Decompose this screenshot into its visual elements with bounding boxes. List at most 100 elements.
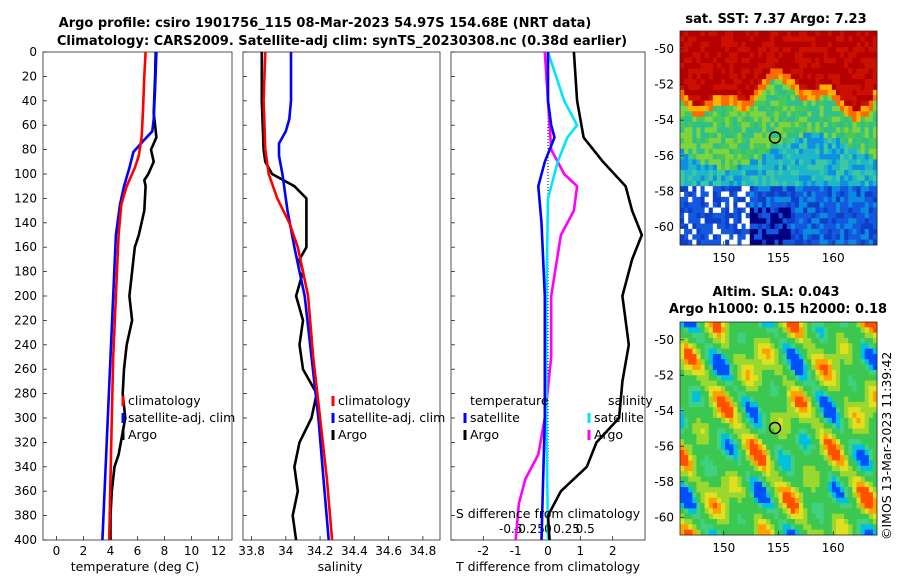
map-cell xyxy=(729,180,734,187)
map-cell xyxy=(741,180,747,187)
map-cell xyxy=(868,68,874,75)
map-cell xyxy=(799,401,804,408)
map-cell xyxy=(749,79,755,85)
map-cell xyxy=(745,116,751,123)
map-cell xyxy=(762,52,767,59)
map-cell xyxy=(831,148,837,155)
map-cell xyxy=(729,68,734,75)
map-cell xyxy=(762,423,767,429)
map-cell xyxy=(799,143,804,150)
map-cell xyxy=(840,127,845,134)
map-cell xyxy=(807,111,812,117)
map-cell xyxy=(737,385,742,392)
map-cell xyxy=(696,455,701,461)
map-cell xyxy=(757,380,763,387)
map-cell xyxy=(844,322,849,328)
map-cell xyxy=(807,105,812,112)
map-cell xyxy=(856,63,861,69)
map-cell xyxy=(864,348,870,355)
map-cell xyxy=(782,159,788,166)
map-cell xyxy=(856,492,861,499)
map-cell xyxy=(716,449,722,456)
map-cell xyxy=(721,79,726,85)
map-cell xyxy=(864,84,870,91)
map-cell xyxy=(712,175,718,182)
map-cell xyxy=(790,380,796,387)
map-cell xyxy=(696,513,701,520)
map-cell xyxy=(692,465,697,472)
map-cell xyxy=(819,223,825,230)
map-cell xyxy=(803,503,808,509)
map-cell xyxy=(794,170,800,176)
map-cell xyxy=(688,100,693,107)
map-cell xyxy=(831,196,837,203)
map-cell xyxy=(844,497,849,504)
map-cell xyxy=(831,116,837,123)
map-cell xyxy=(716,407,722,413)
map-cell xyxy=(741,127,747,134)
map-cell xyxy=(864,396,870,403)
map-cell xyxy=(733,138,738,144)
map-cell xyxy=(852,89,857,96)
map-cell xyxy=(680,348,685,355)
map-cell xyxy=(852,121,857,128)
map-cell xyxy=(872,239,878,246)
map-cell xyxy=(688,460,693,467)
map-cell xyxy=(860,84,866,91)
map-cell xyxy=(844,524,849,531)
map-cell xyxy=(762,154,767,160)
map-cell xyxy=(831,89,837,96)
map-cell xyxy=(745,180,751,187)
map-cell xyxy=(737,460,742,467)
map-cell xyxy=(688,212,693,219)
map-cell xyxy=(799,375,804,381)
map-cell xyxy=(856,127,861,134)
map-cell xyxy=(807,449,812,456)
map-cell xyxy=(762,212,767,219)
map-cell xyxy=(794,455,800,461)
map-cell xyxy=(778,239,783,246)
map-cell xyxy=(745,519,751,525)
map-cell xyxy=(741,47,747,53)
map-cell xyxy=(729,455,734,461)
map-cell xyxy=(799,449,804,456)
map-cell xyxy=(790,343,796,350)
map-cell xyxy=(753,41,759,48)
map-cell xyxy=(852,84,857,91)
map-cell xyxy=(684,105,689,112)
map-cell xyxy=(786,433,792,440)
map-cell xyxy=(794,95,800,101)
map-cell xyxy=(786,471,792,477)
map-cell xyxy=(811,433,816,440)
map-cell xyxy=(819,196,825,203)
map-cell xyxy=(844,407,849,413)
map-cell xyxy=(782,186,788,192)
map-cell xyxy=(745,36,751,43)
map-cell xyxy=(766,79,771,85)
map-cell xyxy=(774,31,779,37)
map-cell xyxy=(741,143,747,150)
map-cell xyxy=(872,170,878,176)
map-cell xyxy=(766,180,771,187)
map-cell xyxy=(684,487,689,493)
map-cell xyxy=(692,68,697,75)
map-cell xyxy=(700,116,706,123)
map-cell xyxy=(819,63,825,69)
map-cell xyxy=(868,476,874,483)
map-cell xyxy=(782,73,788,80)
map-cell xyxy=(700,471,706,477)
map-cell xyxy=(716,423,722,429)
map-cell xyxy=(864,508,870,515)
map-cell xyxy=(749,348,755,355)
map-cell xyxy=(725,239,730,246)
map-cell xyxy=(700,332,706,339)
map-cell xyxy=(864,154,870,160)
map-cell xyxy=(811,508,816,515)
map-cell xyxy=(696,100,701,107)
map-cell xyxy=(700,375,706,381)
map-cell xyxy=(803,428,808,435)
map-cell xyxy=(790,369,796,376)
map-cell xyxy=(794,63,800,69)
map-cell xyxy=(733,439,738,445)
map-cell xyxy=(762,105,767,112)
